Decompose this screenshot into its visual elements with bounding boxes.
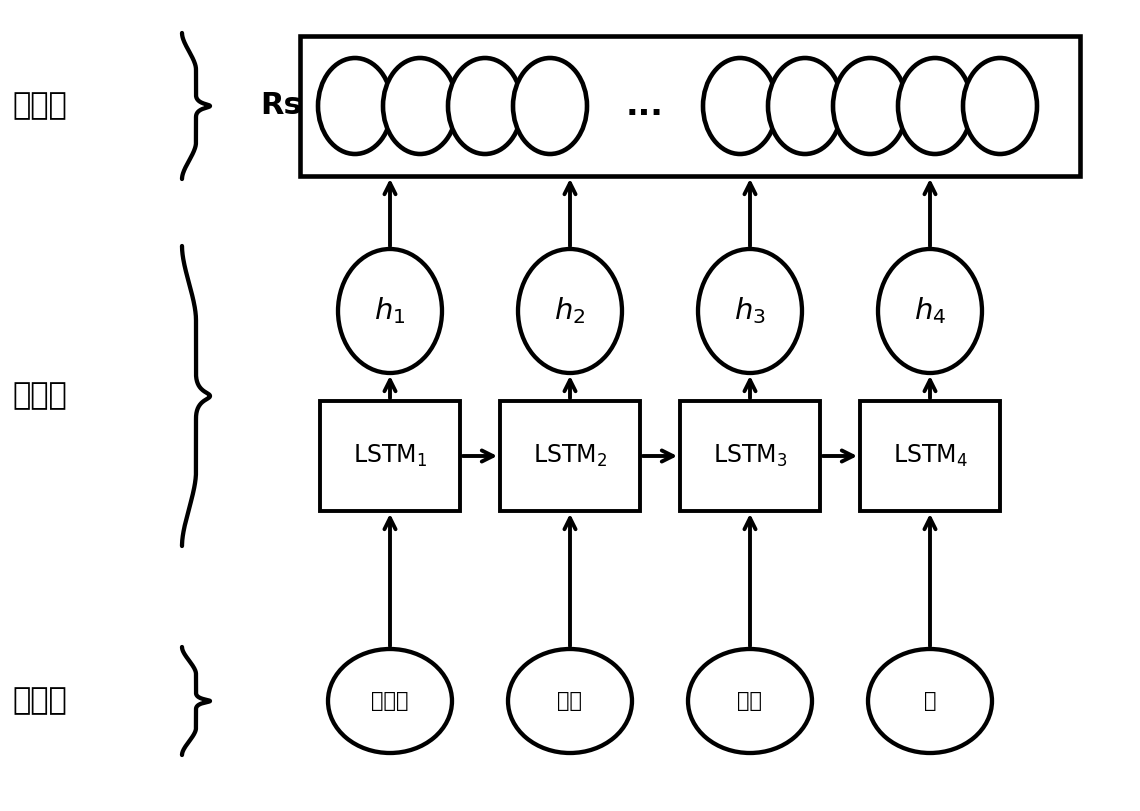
Text: ...: ...: [626, 89, 663, 122]
Ellipse shape: [383, 58, 457, 154]
Text: 思想: 思想: [738, 691, 763, 711]
Bar: [500, 401, 640, 511]
Ellipse shape: [337, 249, 442, 373]
Bar: [860, 401, 1000, 511]
Text: $h_4$: $h_4$: [914, 295, 946, 326]
Ellipse shape: [518, 249, 622, 373]
Ellipse shape: [768, 58, 842, 154]
Ellipse shape: [448, 58, 522, 154]
Ellipse shape: [508, 649, 632, 753]
Bar: [679, 401, 820, 511]
Ellipse shape: [703, 58, 777, 154]
Ellipse shape: [868, 649, 992, 753]
Ellipse shape: [898, 58, 972, 154]
Ellipse shape: [513, 58, 587, 154]
Text: 军事: 军事: [557, 691, 583, 711]
Text: LSTM$_3$: LSTM$_3$: [712, 443, 788, 469]
Ellipse shape: [878, 249, 982, 373]
Ellipse shape: [328, 649, 451, 753]
Text: LSTM$_2$: LSTM$_2$: [534, 443, 606, 469]
Text: 毛泽东: 毛泽东: [372, 691, 409, 711]
Text: 编码层: 编码层: [13, 381, 67, 410]
Text: LSTM$_4$: LSTM$_4$: [893, 443, 968, 469]
Text: Rs: Rs: [260, 92, 302, 121]
Ellipse shape: [963, 58, 1037, 154]
Text: 表示层: 表示层: [13, 92, 67, 121]
Text: LSTM$_1$: LSTM$_1$: [353, 443, 428, 469]
Ellipse shape: [833, 58, 907, 154]
Ellipse shape: [689, 649, 812, 753]
Text: $h_1$: $h_1$: [374, 295, 406, 326]
Text: $h_2$: $h_2$: [554, 295, 586, 326]
Text: $h_3$: $h_3$: [734, 295, 766, 326]
Ellipse shape: [698, 249, 803, 373]
Ellipse shape: [318, 58, 392, 154]
Bar: [300, 36, 1080, 176]
Bar: [320, 401, 461, 511]
Text: 嵌入层: 嵌入层: [13, 686, 67, 715]
Text: 是: 是: [923, 691, 936, 711]
